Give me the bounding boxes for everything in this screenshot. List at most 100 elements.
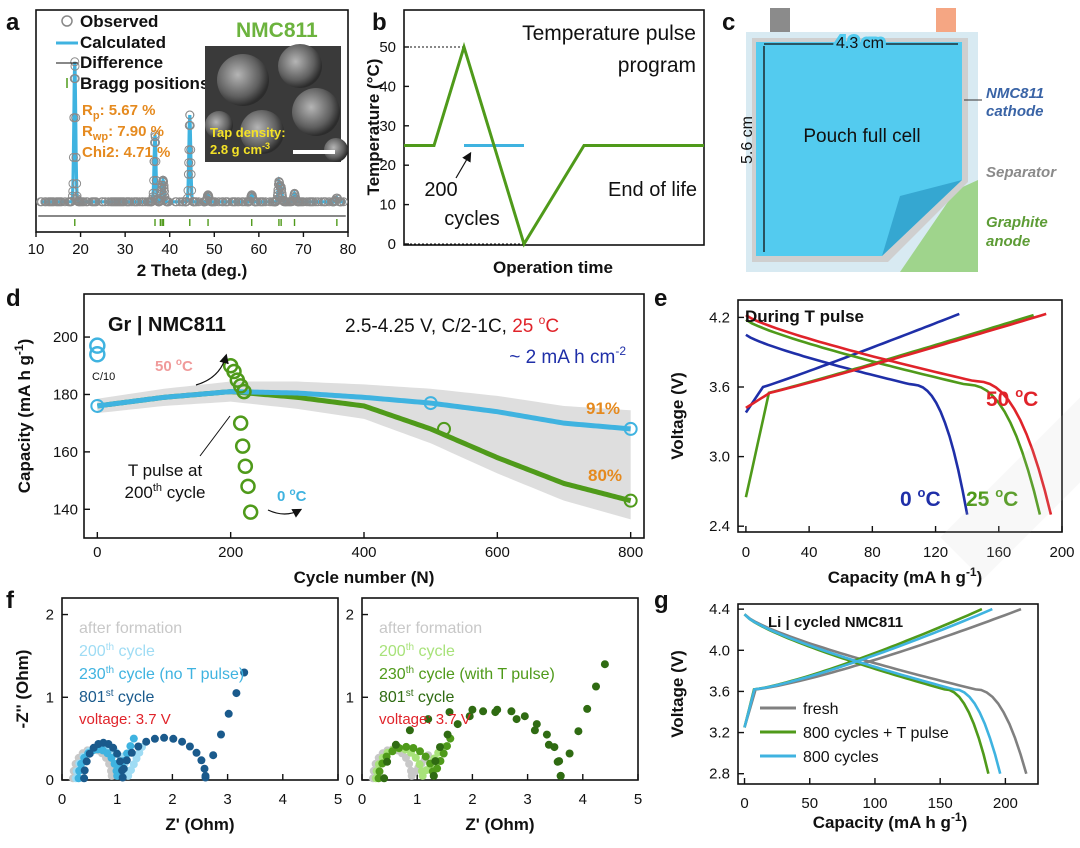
halfcell-ytick-label: 2.8 (709, 766, 730, 783)
eis-right-legend-3: 801st cycle (379, 688, 454, 706)
panel-g-li-half-cell: g 0 50 100 150 2002.83.23.64.04.4 Voltage (V… (654, 587, 1038, 832)
eis-ytick-label: 0 (46, 772, 54, 789)
eis-ytick-label: 2 (46, 607, 54, 624)
halfcell-ytick-label: 3.6 (709, 683, 730, 700)
eis-point (130, 735, 138, 743)
tprog-ylabel: Temperature (°C) (364, 59, 383, 196)
cold-pulse-arrow (268, 510, 300, 514)
eis-point (443, 742, 451, 750)
eis-point (533, 720, 541, 728)
cycling-0c-point (234, 417, 247, 430)
cycling-ytick-label: 140 (53, 501, 78, 518)
cycling-xtick-label: 400 (351, 544, 376, 561)
eis-point (81, 766, 89, 774)
vprof-xtick-label: 120 (923, 544, 948, 561)
cycling-conditions: 2.5-4.25 V, C/2-1C, 25 oC (345, 313, 559, 337)
xrd-xtick-label: 60 (251, 241, 268, 258)
tprog-title-1: Temperature pulse (522, 22, 696, 45)
panel-c-pouch-cell: c 4.3 cm 5.6 cm Pouch full cell NMC811 c… (722, 8, 1057, 272)
legend-fresh: fresh (803, 701, 839, 718)
tprog-start-label-1: 200 (424, 179, 457, 201)
tap-density-label: Tap density: (210, 125, 286, 140)
eis-xtick-label: 2 (168, 791, 176, 808)
c10-label: C/10 (92, 371, 115, 383)
cycling-ytick-label: 160 (53, 444, 78, 461)
eis-point (209, 751, 217, 759)
material-title: NMC811 (236, 19, 318, 42)
cell-label: Pouch full cell (803, 126, 920, 147)
halfcell-xlabel: Capacity (mA h g-1) (813, 810, 968, 832)
eis-left-legend-1: 200th cycle (79, 642, 155, 660)
eis-left-legend-2: 230th cycle (no T pulse) (79, 665, 244, 683)
tprog-start-label-2: cycles (444, 208, 500, 230)
cycling-0c-point (242, 480, 255, 493)
eis-ytick-label: 1 (346, 689, 354, 706)
eis-right-xlabel: Z' (Ohm) (465, 815, 534, 834)
eis-point (116, 757, 124, 765)
halfcell-xtick-label: 0 (740, 795, 748, 812)
panel-letter-c: c (722, 9, 735, 36)
pulse-note-1: T pulse at (128, 461, 203, 480)
eis-xtick-label: 4 (579, 791, 587, 808)
eis-point (160, 734, 168, 742)
vprof-xtick-label: 40 (801, 544, 818, 561)
eis-ytick-label: 0 (346, 772, 354, 789)
xrd-xtick-label: 50 (206, 241, 223, 258)
tprog-start-arrow (456, 154, 470, 178)
vprof-xtick-label: 200 (1049, 544, 1074, 561)
eis-point (436, 743, 444, 751)
hot-pulse-label: 50 oC (155, 357, 193, 375)
cycling-xtick-label: 800 (618, 544, 643, 561)
eis-point (402, 743, 410, 751)
xrd-xlabel: 2 Theta (deg.) (137, 261, 248, 280)
cycling-0c-point (244, 506, 257, 519)
eis-left-legend-3: 801st cycle (79, 688, 154, 706)
eis-right-legend: after formation 200th cycle 230th cycle … (379, 620, 555, 728)
panel-a-xrd: a 10 20 30 40 50 60 70 80 2 Theta (deg.) Observ… (6, 9, 356, 280)
panel-letter-a: a (6, 9, 20, 36)
anode-label-1: Graphite (986, 214, 1048, 231)
eis-point (416, 760, 424, 768)
separator-label: Separator (986, 164, 1057, 181)
cathode-label-1: NMC811 (986, 85, 1044, 102)
eis-point (422, 753, 430, 761)
legend-800: 800 cycles (803, 749, 879, 766)
eis-point (126, 742, 134, 750)
eis-point (444, 731, 452, 739)
panel-d-cycling: d 0 200 400 600 800140160180200 Capacity (mA… (6, 285, 644, 587)
eis-point (592, 683, 600, 691)
halfcell-ylabel: Voltage (V) (668, 650, 687, 738)
pulse-note-2: 200th cycle (124, 482, 205, 502)
eis-point (232, 689, 240, 697)
eis-point (134, 743, 142, 751)
vprof-ytick-label: 3.0 (709, 449, 730, 466)
eis-point (193, 749, 201, 757)
eis-xtick-label: 5 (334, 791, 342, 808)
cycling-0c-point (236, 440, 249, 453)
halfcell-xtick-label: 150 (928, 795, 953, 812)
eis-point (376, 767, 384, 775)
vprof-ytick-label: 3.6 (709, 379, 730, 396)
eis-xtick-label: 3 (523, 791, 531, 808)
cycling-xtick-label: 200 (218, 544, 243, 561)
cycling-ytick-label: 180 (53, 386, 78, 403)
eis-point (555, 757, 563, 765)
cycling-title: Gr | NMC811 (108, 314, 226, 336)
halfcell-ytick-label: 4.4 (709, 601, 730, 618)
eis-right-legend-1: 200th cycle (379, 642, 455, 660)
eis-point (521, 712, 529, 720)
vprof-ylabel: Voltage (V) (668, 372, 687, 460)
eis-point (557, 772, 565, 780)
tprog-end-label: End of life (608, 179, 697, 201)
vprof-ytick-label: 2.4 (709, 518, 730, 535)
eis-ytick-label: 1 (46, 689, 54, 706)
xrd-xtick-label: 70 (295, 241, 312, 258)
retention-blue: 91% (586, 399, 620, 418)
panel-letter-e: e (654, 285, 667, 312)
anode-label-2: anode (986, 233, 1030, 250)
eis-xtick-label: 1 (113, 791, 121, 808)
eis-point (169, 735, 177, 743)
eis-point (405, 760, 413, 768)
xrd-xtick-label: 30 (117, 241, 134, 258)
halfcell-title: Li | cycled NMC811 (768, 614, 903, 631)
